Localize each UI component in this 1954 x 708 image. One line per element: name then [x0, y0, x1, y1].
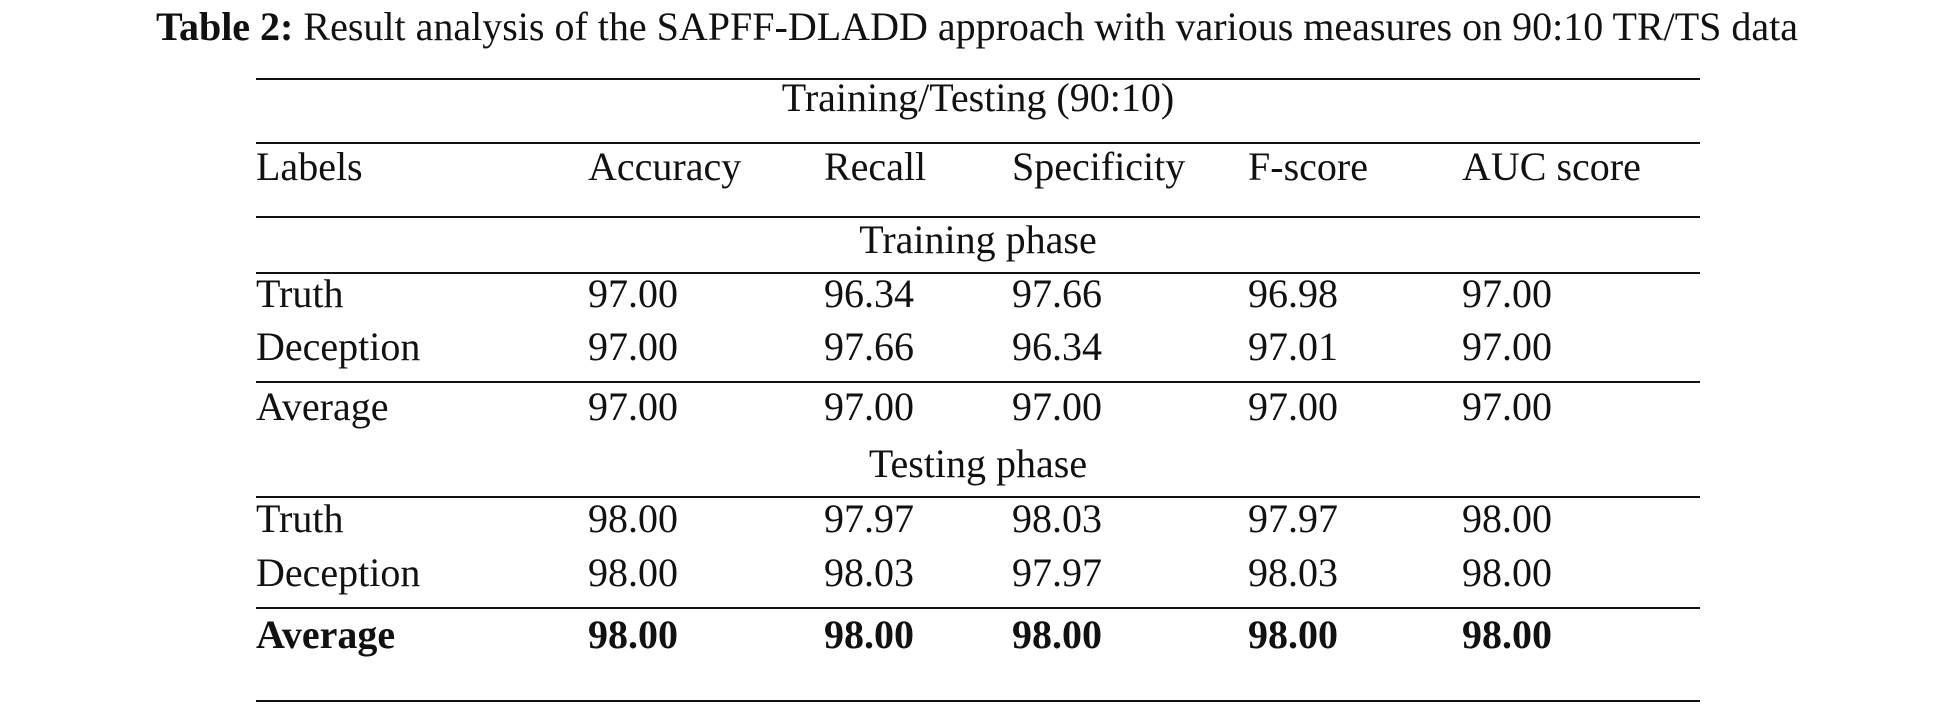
testing-average-rule	[256, 607, 1700, 609]
table-row: Deception 98.00 98.03 97.97 98.03 98.00	[256, 546, 1700, 600]
group-header-rule	[256, 142, 1700, 144]
cell-accuracy: 97.00	[588, 324, 678, 369]
section-title-testing: Testing phase	[868, 441, 1088, 486]
cell-specificity: 98.03	[1012, 496, 1102, 541]
average-row-training: Average 97.00 97.00 97.00 97.00 97.00	[256, 380, 1700, 434]
cell-recall: 98.00	[824, 612, 914, 657]
cell-auc-score: 98.00	[1462, 612, 1552, 657]
table-row: Deception 97.00 97.66 96.34 97.01 97.00	[256, 320, 1700, 374]
cell-auc-score: 97.00	[1462, 384, 1552, 429]
cell-specificity: 98.00	[1012, 612, 1102, 657]
cell-f-score: 97.97	[1248, 496, 1338, 541]
training-average-rule	[256, 381, 1700, 383]
cell-f-score: 98.03	[1248, 550, 1338, 595]
table-row: Truth 98.00 97.97 98.03 97.97 98.00	[256, 492, 1700, 546]
group-header: Training/Testing (90:10)	[781, 75, 1175, 120]
row-label: Deception	[256, 550, 421, 595]
cell-recall: 97.97	[824, 496, 914, 541]
average-row-testing: Average 98.00 98.00 98.00 98.00 98.00	[256, 608, 1700, 662]
cell-accuracy: 97.00	[588, 384, 678, 429]
cell-specificity: 97.66	[1012, 271, 1102, 316]
row-label: Deception	[256, 324, 421, 369]
column-header-row: Labels Accuracy Recall Specificity F-sco…	[256, 140, 1700, 194]
caption-label: Table 2:	[155, 4, 294, 49]
cell-auc-score: 98.00	[1462, 550, 1552, 595]
row-label: Truth	[256, 496, 344, 541]
cell-f-score: 96.98	[1248, 271, 1338, 316]
column-header-labels: Labels	[256, 144, 363, 189]
cell-accuracy: 97.00	[588, 271, 678, 316]
cell-auc-score: 98.00	[1462, 496, 1552, 541]
testing-title-rule	[256, 496, 1700, 498]
cell-auc-score: 97.00	[1462, 324, 1552, 369]
cell-accuracy: 98.00	[588, 550, 678, 595]
results-table: Training/Testing (90:10) Labels Accuracy…	[256, 75, 1700, 703]
table-top-rule	[256, 78, 1700, 80]
cell-accuracy: 98.00	[588, 612, 678, 657]
cell-specificity: 97.97	[1012, 550, 1102, 595]
cell-recall: 98.03	[824, 550, 914, 595]
row-label: Average	[256, 612, 396, 657]
column-header-accuracy: Accuracy	[588, 144, 742, 189]
table-caption: Table 2: Result analysis of the SAPFF-DL…	[0, 2, 1954, 52]
cell-f-score: 98.00	[1248, 612, 1338, 657]
cell-recall: 97.00	[824, 384, 914, 429]
header-rule	[256, 216, 1700, 218]
cell-recall: 97.66	[824, 324, 914, 369]
cell-accuracy: 98.00	[588, 496, 678, 541]
training-title-rule	[256, 272, 1700, 274]
column-header-specificity: Specificity	[1012, 144, 1186, 189]
cell-specificity: 97.00	[1012, 384, 1102, 429]
section-title-training: Training phase	[859, 217, 1097, 262]
row-label: Average	[256, 384, 389, 429]
cell-auc-score: 97.00	[1462, 271, 1552, 316]
column-header-auc-score: AUC score	[1462, 144, 1641, 189]
column-header-f-score: F-score	[1248, 144, 1368, 189]
cell-f-score: 97.00	[1248, 384, 1338, 429]
column-header-recall: Recall	[824, 144, 927, 189]
table-row: Truth 97.00 96.34 97.66 96.98 97.00	[256, 267, 1700, 321]
table-bottom-rule	[256, 700, 1700, 702]
cell-f-score: 97.01	[1248, 324, 1338, 369]
cell-recall: 96.34	[824, 271, 914, 316]
cell-specificity: 96.34	[1012, 324, 1102, 369]
caption-text: Result analysis of the SAPFF-DLADD appro…	[303, 4, 1799, 49]
row-label: Truth	[256, 271, 344, 316]
